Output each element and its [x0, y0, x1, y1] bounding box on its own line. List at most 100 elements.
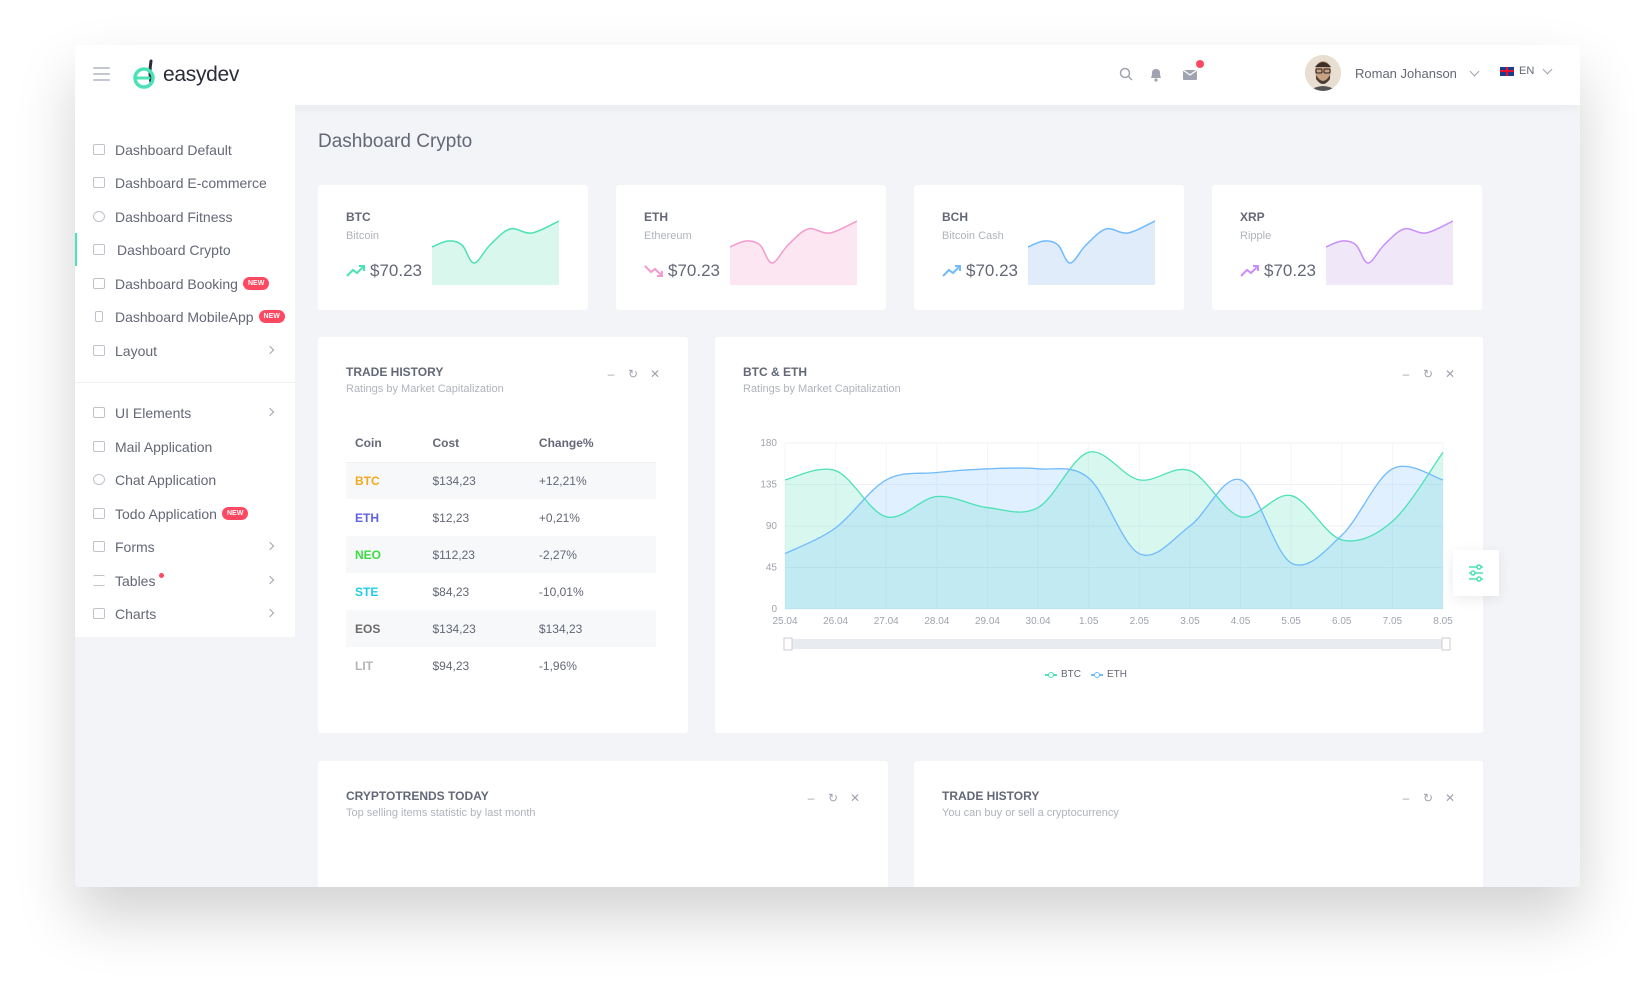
table-row[interactable]: NEO $112,23 -2,27% [346, 536, 656, 573]
table-row[interactable]: ETH $12,23 +0,21% [346, 499, 656, 536]
sidebar-item-label: Tables [115, 572, 156, 589]
close-icon[interactable]: ✕ [1444, 367, 1456, 381]
coin-price: $70.23 [644, 261, 720, 281]
zoom-handle-left[interactable] [783, 637, 793, 651]
chevron-right-icon [265, 407, 275, 417]
legend-marker [1045, 671, 1057, 678]
sidebar-item-dashboard-default[interactable]: Dashboard Default [75, 133, 295, 166]
coin-card-btc: BTC Bitcoin $70.23 [318, 185, 588, 310]
table-row[interactable]: EOS $134,23 $134,23 [346, 610, 656, 647]
refresh-icon[interactable]: ↻ [827, 791, 839, 805]
table-row[interactable]: LIT $94,23 -1,96% [346, 647, 656, 684]
logo-icon [131, 57, 161, 93]
sparkline-line [730, 220, 857, 264]
sidebar-item-dashboard-mobileapp[interactable]: Dashboard MobileApp NEW [75, 300, 295, 333]
sparkline-line [1326, 220, 1453, 264]
cryptotrends-panel: CRYPTOTRENDS TODAY Top selling items sta… [318, 761, 888, 887]
language-selector[interactable]: EN [1500, 64, 1553, 77]
user-menu[interactable]: Roman Johanson [1305, 55, 1480, 91]
sidebar-item-label: Layout [115, 342, 158, 359]
chat-bubble-icon [93, 474, 105, 485]
sidebar-item-charts[interactable]: Charts [75, 597, 295, 630]
series-area-btc [785, 451, 1443, 609]
sparkline-line [432, 220, 559, 264]
sidebar-item-label: Dashboard MobileApp [115, 308, 254, 325]
table-row[interactable]: BTC $134,23 +12,21% [346, 462, 656, 499]
table-cell-change: +12,21% [529, 462, 656, 499]
sidebar-item-chat-application[interactable]: Chat Application [75, 463, 295, 496]
chart-zoom-scrollbar[interactable] [785, 639, 1449, 649]
coin-price-value: $70.23 [668, 261, 720, 280]
sidebar-item-label: Mail Application [115, 438, 213, 455]
sidebar-item-dashboard-fitness[interactable]: Dashboard Fitness [75, 200, 295, 233]
building-icon [93, 278, 105, 289]
refresh-icon[interactable]: ↻ [1422, 791, 1434, 805]
settings-toggle-button[interactable] [1453, 550, 1499, 596]
logo-text: easydev [163, 63, 240, 86]
table-row[interactable]: STE $84,23 -10,01% [346, 573, 656, 610]
minimize-icon[interactable]: – [807, 791, 815, 805]
table-cell-cost: $112,23 [423, 536, 530, 573]
bell-icon[interactable] [1145, 63, 1167, 85]
column-header-coin: Coin [346, 425, 424, 463]
x-tick-label: 27.04 [874, 616, 899, 627]
minimize-icon[interactable]: – [1402, 367, 1410, 381]
table-cell-change: +0,21% [538, 510, 580, 525]
sidebar-item-dashboard-booking[interactable]: Dashboard Booking NEW [75, 267, 295, 300]
column-header-cost: Cost [423, 425, 530, 463]
series-line-btc [784, 451, 1444, 542]
coin-name: Bitcoin [346, 230, 380, 242]
logo[interactable]: easydev [131, 57, 239, 93]
table-cell-cost: $134,23 [423, 610, 530, 647]
close-icon[interactable]: ✕ [849, 791, 861, 805]
sidebar-item-forms[interactable]: Forms [75, 530, 295, 563]
sidebar-item-dashboard-ecommerce[interactable]: Dashboard E-commerce [75, 166, 295, 199]
x-tick-label: 4.05 [1231, 616, 1251, 627]
series-line-eth [784, 465, 1444, 566]
coin-price-value: $70.23 [1264, 261, 1316, 280]
sidebar-item-label: Chat Application [115, 471, 217, 488]
trade-history-table: Coin Cost Change% BTC $134,23 +12,21% ETH $1… [346, 425, 656, 684]
sidebar-item-layout[interactable]: Layout [75, 334, 295, 367]
chevron-right-icon [265, 608, 275, 618]
chevron-right-icon [265, 345, 275, 355]
sidebar-item-tables[interactable]: Tables [75, 564, 295, 597]
sidebar: Dashboard Default Dashboard E-commerce D… [75, 105, 295, 637]
search-icon[interactable] [1115, 63, 1137, 85]
menu-toggle-icon[interactable] [93, 67, 110, 81]
sparkline-area [730, 221, 857, 285]
table-cell-coin: NEO [346, 536, 424, 573]
coin-symbol: BCH [942, 210, 968, 224]
sidebar-item-label: UI Elements [115, 404, 192, 421]
home-icon [93, 144, 105, 155]
refresh-icon[interactable]: ↻ [1422, 367, 1434, 381]
chevron-down-icon [1469, 66, 1480, 76]
close-icon[interactable]: ✕ [1444, 791, 1456, 805]
sparkline-line [1028, 220, 1155, 264]
legend-item-eth[interactable]: ETH [1091, 669, 1127, 680]
minimize-icon[interactable]: – [1402, 791, 1410, 805]
mail-icon[interactable] [1179, 60, 1204, 85]
close-icon[interactable]: ✕ [649, 367, 661, 381]
sparkline-area [1028, 221, 1155, 285]
layers-icon [93, 345, 105, 356]
checkbox-icon [93, 508, 105, 519]
x-tick-label: 29.04 [975, 616, 1000, 627]
refresh-icon[interactable]: ↻ [627, 367, 639, 381]
trend-up-line [1240, 265, 1259, 277]
sidebar-item-ui-elements[interactable]: UI Elements [75, 396, 295, 429]
minimize-icon[interactable]: – [607, 367, 615, 381]
sidebar-item-todo-application[interactable]: Todo Application NEW [75, 497, 295, 530]
x-tick-label: 25.04 [772, 616, 797, 627]
sidebar-item-mail-application[interactable]: Mail Application [75, 430, 295, 463]
coin-price: $70.23 [942, 261, 1018, 281]
user-name: Roman Johanson [1355, 65, 1457, 81]
sparkline [432, 220, 559, 285]
legend-item-btc[interactable]: BTC [1045, 669, 1081, 680]
sidebar-item-dashboard-crypto[interactable]: Dashboard Crypto [75, 233, 295, 266]
zoom-handle-right[interactable] [1441, 637, 1451, 651]
new-badge: NEW [242, 277, 270, 290]
trade-history-panel-2: TRADE HISTORY You can buy or sell a cryp… [914, 761, 1483, 887]
trend-arrowhead [955, 265, 961, 271]
avatar [1305, 55, 1341, 91]
